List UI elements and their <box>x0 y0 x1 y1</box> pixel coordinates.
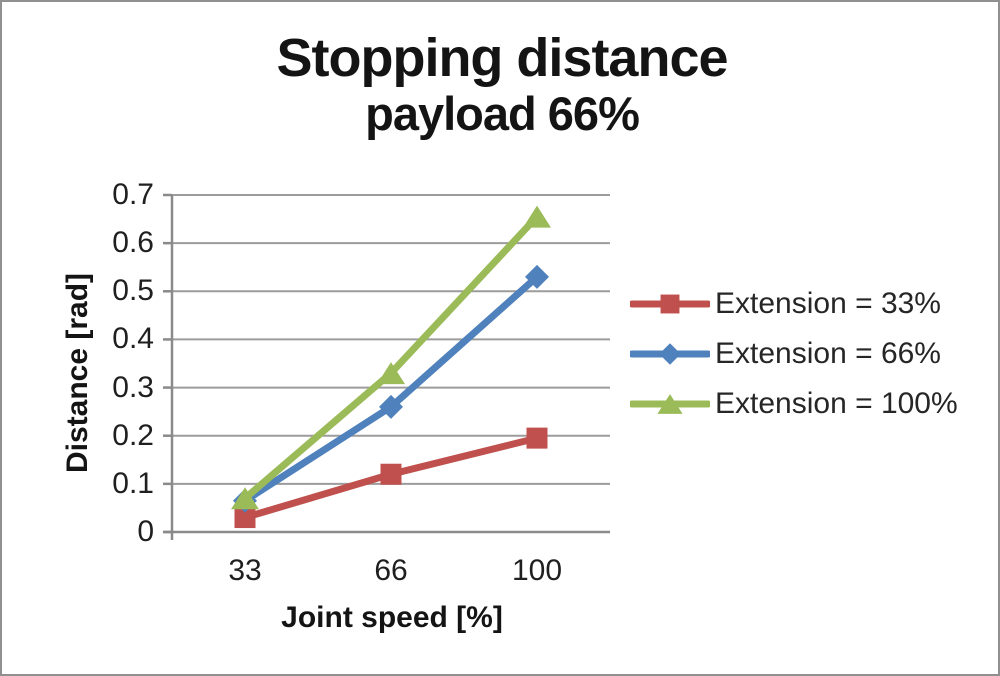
marker-square-extension-33 <box>526 427 548 449</box>
marker-diamond-extension-66 <box>525 264 549 289</box>
y-tick-label: 0.2 <box>112 418 154 452</box>
series-line-extension-100 <box>241 213 541 502</box>
title-block: Stopping distance payload 66% <box>2 28 998 140</box>
y-tick-label: 0.3 <box>112 370 154 404</box>
y-tick-label: 0 <box>137 515 154 548</box>
legend-label: Extension = 33% <box>715 287 941 320</box>
marker-square-extension-33 <box>380 463 402 485</box>
marker-diamond-extension-66 <box>379 394 403 419</box>
y-axis-title: Distance [rad] <box>61 272 94 474</box>
chart-title: Stopping distance <box>276 28 728 88</box>
marker-triangle-extension-100 <box>231 487 259 510</box>
y-tick-label: 0.6 <box>112 226 154 260</box>
marker-triangle-extension-100 <box>377 362 405 385</box>
legend-triangle-glyph <box>657 394 683 414</box>
legend-item-extension-33: Extension = 33% <box>630 279 958 329</box>
legend-diamond-marker-icon <box>630 343 710 365</box>
legend-label: Extension = 100% <box>715 387 958 420</box>
legend-label: Extension = 66% <box>715 337 941 370</box>
y-tick-label: 0.1 <box>112 466 154 500</box>
legend-square-glyph <box>660 294 680 314</box>
legend-diamond-glyph <box>659 343 681 365</box>
legend-item-extension-100: Extension = 100% <box>630 379 958 429</box>
y-tick-label: 0.4 <box>112 322 154 356</box>
y-tick-label: 0.5 <box>112 274 154 308</box>
legend-square-marker-icon <box>630 294 710 314</box>
y-axis-tick-labels: 0 0.1 0.2 0.3 0.4 0.5 0.6 0.7 <box>68 2 154 674</box>
y-tick-label: 0.7 <box>112 178 154 211</box>
chart-subtitle: payload 66% <box>365 87 640 140</box>
legend-triangle-marker-icon <box>630 394 710 414</box>
marker-square-extension-33 <box>234 507 256 529</box>
legend-item-extension-66: Extension = 66% <box>630 329 958 379</box>
legend: Extension = 33% Extension = 66% Extension … <box>630 279 958 429</box>
x-axis-title: Joint speed [%] <box>281 601 503 634</box>
marker-triangle-extension-100 <box>523 205 551 228</box>
